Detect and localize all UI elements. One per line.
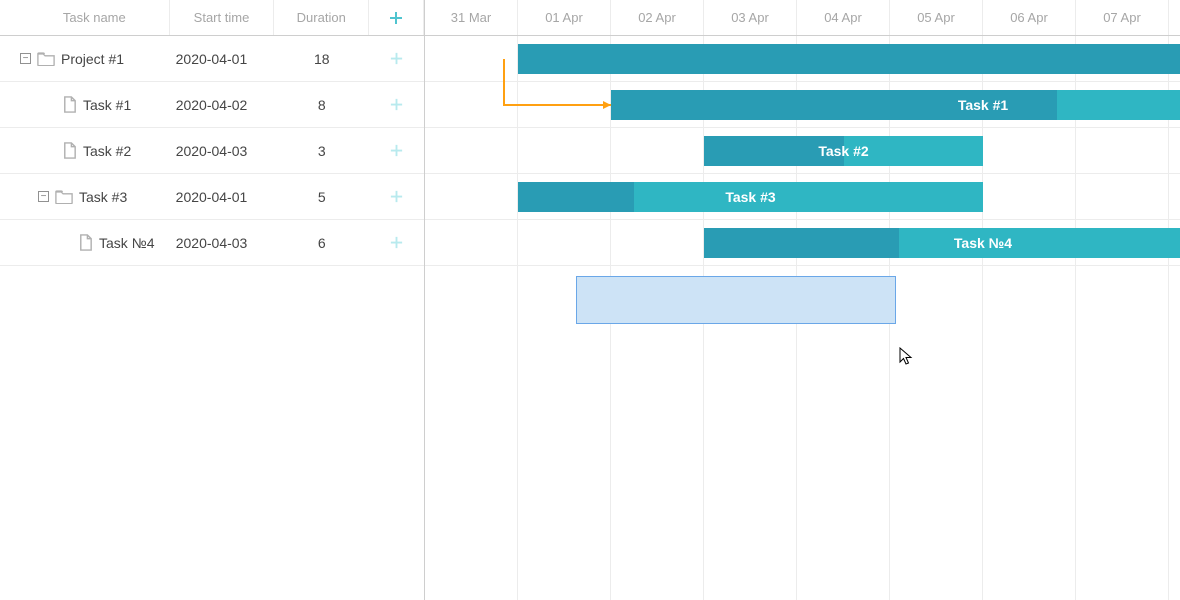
gantt-bar-label: Task #1 (958, 97, 1008, 113)
task-start-cell[interactable]: 2020-04-02 (170, 97, 275, 113)
timeline-row[interactable]: Task #1 (425, 82, 1180, 128)
task-duration-cell[interactable]: 5 (274, 189, 369, 205)
task-name-cell[interactable]: Task #1 (0, 96, 170, 113)
grid-body: −Project #12020-04-0118Task #12020-04-02… (0, 36, 424, 600)
folder-icon (55, 189, 73, 204)
gantt-bar-label: Task #2 (818, 143, 868, 159)
task-start-cell[interactable]: 2020-04-01 (170, 189, 275, 205)
task-name-label: Task #1 (83, 97, 131, 113)
column-header-start[interactable]: Start time (170, 0, 275, 35)
task-name-label: Task #2 (83, 143, 131, 159)
task-duration-cell[interactable]: 18 (274, 51, 369, 67)
task-name-label: Task №4 (99, 235, 154, 251)
timeline-row[interactable]: Task №4 (425, 220, 1180, 266)
file-icon (78, 234, 93, 251)
plus-icon (389, 143, 404, 158)
drag-selection-box[interactable] (576, 276, 896, 324)
add-task-button[interactable] (369, 143, 424, 158)
plus-icon (389, 189, 404, 204)
file-icon (62, 142, 77, 159)
add-task-button[interactable] (369, 97, 424, 112)
gantt-chart: Task name Start time Duration − Project #… (0, 0, 1180, 600)
gantt-bar[interactable]: Task №4 (704, 228, 1180, 258)
gantt-bar-label: Task №4 (954, 235, 1012, 251)
gantt-bar-label: Task #3 (725, 189, 775, 205)
mouse-cursor-icon (899, 347, 915, 370)
grid-row[interactable]: − Task #3 2020-04-015 (0, 174, 424, 220)
timeline-day-header[interactable]: 07 Apr (1076, 0, 1169, 35)
timeline-day-header[interactable]: 31 Mar (425, 0, 518, 35)
gantt-bar[interactable]: Task #1 (611, 90, 1180, 120)
add-column-button[interactable] (369, 0, 424, 35)
timeline-day-header[interactable]: 05 Apr (890, 0, 983, 35)
gantt-bar[interactable]: Task #3 (518, 182, 983, 212)
column-header-duration[interactable]: Duration (274, 0, 369, 35)
task-name-label: Project #1 (61, 51, 124, 67)
grid-row[interactable]: Task №4 2020-04-036 (0, 220, 424, 266)
plus-icon (389, 51, 404, 66)
task-duration-cell[interactable]: 8 (274, 97, 369, 113)
plus-icon (388, 10, 404, 26)
task-start-cell[interactable]: 2020-04-03 (170, 235, 275, 251)
timeline-day-header[interactable]: 02 Apr (611, 0, 704, 35)
grid-panel: Task name Start time Duration − Project #… (0, 0, 425, 600)
task-start-cell[interactable]: 2020-04-01 (170, 51, 275, 67)
task-name-cell[interactable]: Task №4 (0, 234, 170, 251)
task-duration-cell[interactable]: 3 (274, 143, 369, 159)
add-task-button[interactable] (369, 235, 424, 250)
task-name-label: Task #3 (79, 189, 127, 205)
gantt-bar-progress[interactable] (518, 182, 634, 212)
task-name-cell[interactable]: − Task #3 (0, 189, 170, 205)
grid-row[interactable]: Task #1 2020-04-028 (0, 82, 424, 128)
timeline-rows: Task #1 Task #2 Task #3 Task №4 (425, 36, 1180, 266)
folder-icon (37, 51, 55, 66)
grid-row[interactable]: − Project #1 2020-04-0118 (0, 36, 424, 82)
timeline-day-header[interactable]: 06 Apr (983, 0, 1076, 35)
add-task-button[interactable] (369, 189, 424, 204)
collapse-toggle[interactable]: − (38, 191, 49, 202)
timeline-header: 31 Mar01 Apr02 Apr03 Apr04 Apr05 Apr06 A… (425, 0, 1180, 36)
plus-icon (389, 97, 404, 112)
timeline-row[interactable]: Task #2 (425, 128, 1180, 174)
gantt-bar[interactable]: Task #2 (704, 136, 983, 166)
timeline-day-header[interactable]: 08 Apr (1169, 0, 1180, 35)
gantt-bar-progress[interactable] (704, 228, 899, 258)
task-start-cell[interactable]: 2020-04-03 (170, 143, 275, 159)
task-name-cell[interactable]: Task #2 (0, 142, 170, 159)
timeline-row[interactable]: Task #3 (425, 174, 1180, 220)
timeline-day-header[interactable]: 03 Apr (704, 0, 797, 35)
gantt-bar[interactable] (518, 44, 1180, 74)
grid-header: Task name Start time Duration (0, 0, 424, 36)
add-task-button[interactable] (369, 51, 424, 66)
column-header-name[interactable]: Task name (0, 0, 170, 35)
task-duration-cell[interactable]: 6 (274, 235, 369, 251)
timeline-day-header[interactable]: 04 Apr (797, 0, 890, 35)
timeline-row[interactable] (425, 36, 1180, 82)
gantt-bar-progress[interactable] (518, 44, 1180, 74)
file-icon (62, 96, 77, 113)
collapse-toggle[interactable]: − (20, 53, 31, 64)
task-name-cell[interactable]: − Project #1 (0, 51, 170, 67)
timeline-panel: 31 Mar01 Apr02 Apr03 Apr04 Apr05 Apr06 A… (425, 0, 1180, 600)
timeline-body[interactable]: Task #1 Task #2 Task #3 Task №4 (425, 36, 1180, 600)
grid-row[interactable]: Task #2 2020-04-033 (0, 128, 424, 174)
timeline-day-header[interactable]: 01 Apr (518, 0, 611, 35)
plus-icon (389, 235, 404, 250)
